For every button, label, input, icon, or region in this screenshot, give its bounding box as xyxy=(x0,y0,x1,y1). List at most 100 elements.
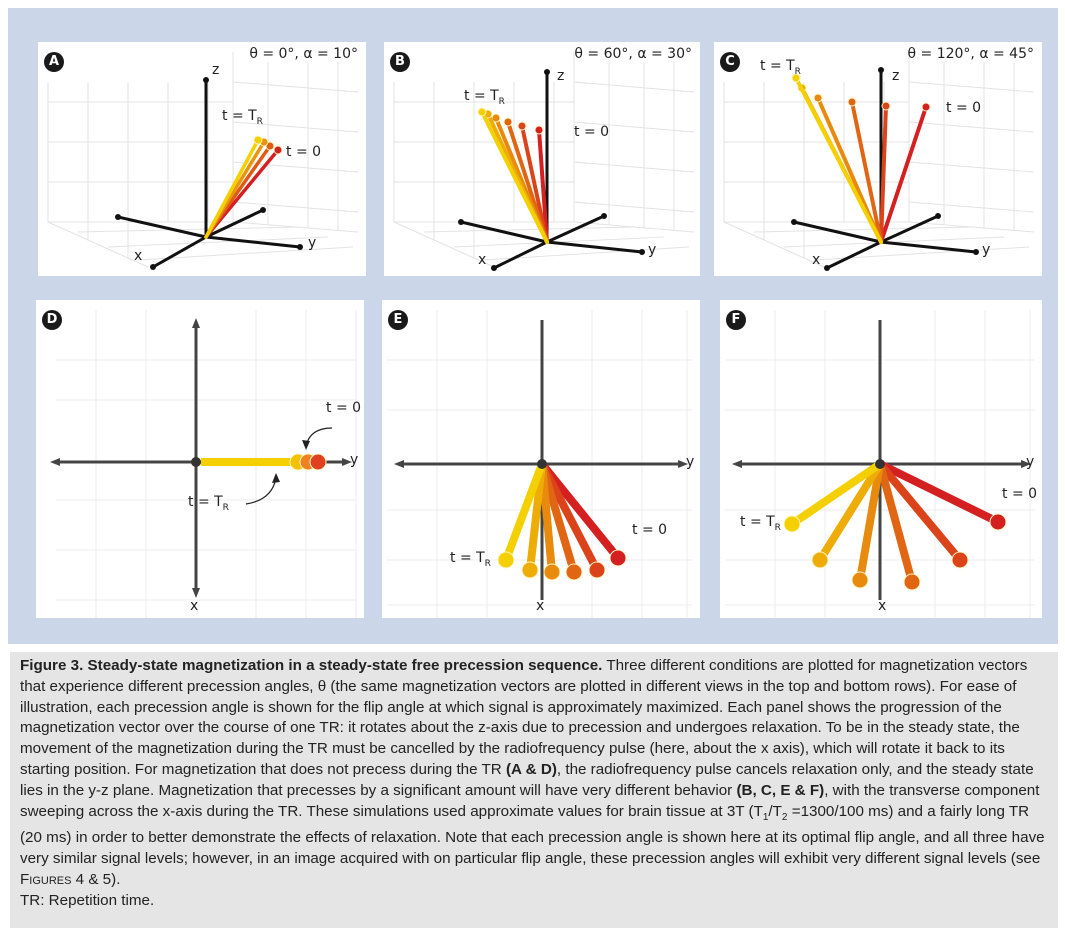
y-axis-label: y xyxy=(648,242,657,258)
panel-b: B θ = 60°, α = 30° z x y t = 0 t = TR xyxy=(384,42,700,276)
z-axis-label: z xyxy=(892,68,900,84)
magnetization-vector xyxy=(856,460,884,584)
vector-tip xyxy=(951,551,969,569)
vector-tip xyxy=(791,73,801,83)
y-axis-label: y xyxy=(1026,454,1035,470)
caption-text-2: , the radiofrequency pulse cancels relax… xyxy=(20,760,1034,799)
y-axis-label: y xyxy=(982,242,991,258)
panel-d: D x y t = 0 t = TR xyxy=(36,300,364,618)
tr-label: t = TR xyxy=(464,88,505,107)
magnetization-vector xyxy=(520,124,549,244)
caption-text-3: , with the transverse component sweeping… xyxy=(20,781,1040,820)
z-axis-label: z xyxy=(557,68,565,84)
x-axis-label: x xyxy=(878,598,887,614)
panel-f-plot xyxy=(725,310,1035,618)
tr-label: t = TR xyxy=(450,550,491,569)
caption-sub-2: 2 xyxy=(781,811,788,823)
magnetization-vector xyxy=(480,110,549,244)
magnetization-vector xyxy=(876,460,1002,526)
panel-label-c: C xyxy=(720,52,740,72)
caption-text-5: =1300/100 ms) and a fairly long TR (20 m… xyxy=(20,802,1045,868)
panel-label-b: B xyxy=(390,52,410,72)
panel-b-params: θ = 60°, α = 30° xyxy=(574,46,692,62)
magnetization-vector xyxy=(526,460,546,574)
x-axis-label: x xyxy=(478,252,487,268)
vector-tip xyxy=(517,121,527,131)
caption-text-6: ). xyxy=(111,871,121,888)
vector-tip xyxy=(543,563,561,581)
panel-a: A θ = 0°, α = 10° z x y t = 0 t = TR xyxy=(38,42,366,276)
panel-b-plot xyxy=(393,52,695,271)
t0-label: t = 0 xyxy=(286,144,322,160)
magnetization-vector xyxy=(816,460,884,564)
caption-ref-bcef: (B, C, E & F) xyxy=(736,781,825,799)
magnetization-vector xyxy=(502,460,546,564)
magnetization-vector xyxy=(879,105,928,244)
magnetization-vector xyxy=(794,76,883,244)
vector-tip xyxy=(813,93,823,103)
panel-label-f: F xyxy=(726,310,746,330)
t0-label: t = 0 xyxy=(1002,486,1038,502)
x-axis-label: x xyxy=(536,598,545,614)
panel-label-e: E xyxy=(388,310,408,330)
vector-tip xyxy=(881,101,891,111)
caption-title: Figure 3. Steady-state magnetization in … xyxy=(20,657,603,674)
magnetization-vector xyxy=(204,138,260,239)
magnetization-vector xyxy=(788,460,884,528)
vector-tip xyxy=(811,551,829,569)
magnetization-vector xyxy=(876,460,916,586)
panel-e: E x y t = 0 t = TR xyxy=(382,300,700,618)
caption-sub-1: 1 xyxy=(762,811,769,823)
vector-tip xyxy=(477,107,487,117)
panel-c-params: θ = 120°, α = 45° xyxy=(907,46,1035,62)
magnetization-vector xyxy=(879,104,888,244)
vector-tip xyxy=(989,513,1007,531)
y-axis-label: y xyxy=(308,235,317,251)
panel-c-plot xyxy=(723,52,1035,271)
vector-tip xyxy=(851,571,869,589)
vector-tip xyxy=(503,117,513,127)
tr-label: t = TR xyxy=(760,58,801,77)
caption-abbreviation: TR: Repetition time. xyxy=(20,891,155,909)
magnetization-vector xyxy=(876,460,964,564)
x-axis-label: x xyxy=(190,598,199,614)
t0-label: t = 0 xyxy=(632,522,668,538)
y-axis-label: y xyxy=(686,454,695,470)
y-axis-label: y xyxy=(350,452,359,468)
z-axis-label: z xyxy=(212,62,220,78)
vector-tip xyxy=(497,551,515,569)
vector-tip xyxy=(847,97,857,107)
panel-label-d: D xyxy=(42,310,62,330)
panel-label-a: A xyxy=(44,52,64,72)
t0-label: t = 0 xyxy=(574,124,610,140)
panel-a-plot xyxy=(47,52,359,270)
caption-text-4: /T xyxy=(768,802,782,820)
panel-c: C θ = 120°, α = 45° z x y t = 0 t = TR xyxy=(714,42,1042,276)
panel-d-plot xyxy=(50,310,357,618)
vector-tip xyxy=(309,453,327,471)
vector-tip xyxy=(903,573,921,591)
tr-label: t = TR xyxy=(222,108,263,127)
vector-tip xyxy=(565,563,583,581)
tr-label: t = TR xyxy=(740,514,781,533)
vector-tip xyxy=(921,102,931,112)
magnetization-vector xyxy=(538,460,622,562)
caption-ref-ad: (A & D) xyxy=(506,760,557,778)
panel-a-params: θ = 0°, α = 10° xyxy=(249,46,358,62)
vector-tip xyxy=(273,145,283,155)
vector-tip xyxy=(521,561,539,579)
magnetization-vector xyxy=(850,100,883,244)
caption-figure-ref[interactable]: Figures 4 & 5 xyxy=(20,871,112,888)
panel-f: F x y t = 0 t = TR xyxy=(720,300,1042,618)
vector-tip xyxy=(588,561,606,579)
panel-e-plot xyxy=(387,310,692,618)
magnetization-vector xyxy=(201,458,291,466)
vector-tip xyxy=(609,549,627,567)
vector-tip xyxy=(783,515,801,533)
figure-caption: Figure 3. Steady-state magnetization in … xyxy=(10,652,1058,928)
figure-area: A θ = 0°, α = 10° z x y t = 0 t = TR xyxy=(8,8,1058,644)
magnetization-vector xyxy=(537,128,549,244)
t0-label: t = 0 xyxy=(946,100,982,116)
t0-label: t = 0 xyxy=(326,400,362,416)
vector-tip xyxy=(253,135,263,145)
